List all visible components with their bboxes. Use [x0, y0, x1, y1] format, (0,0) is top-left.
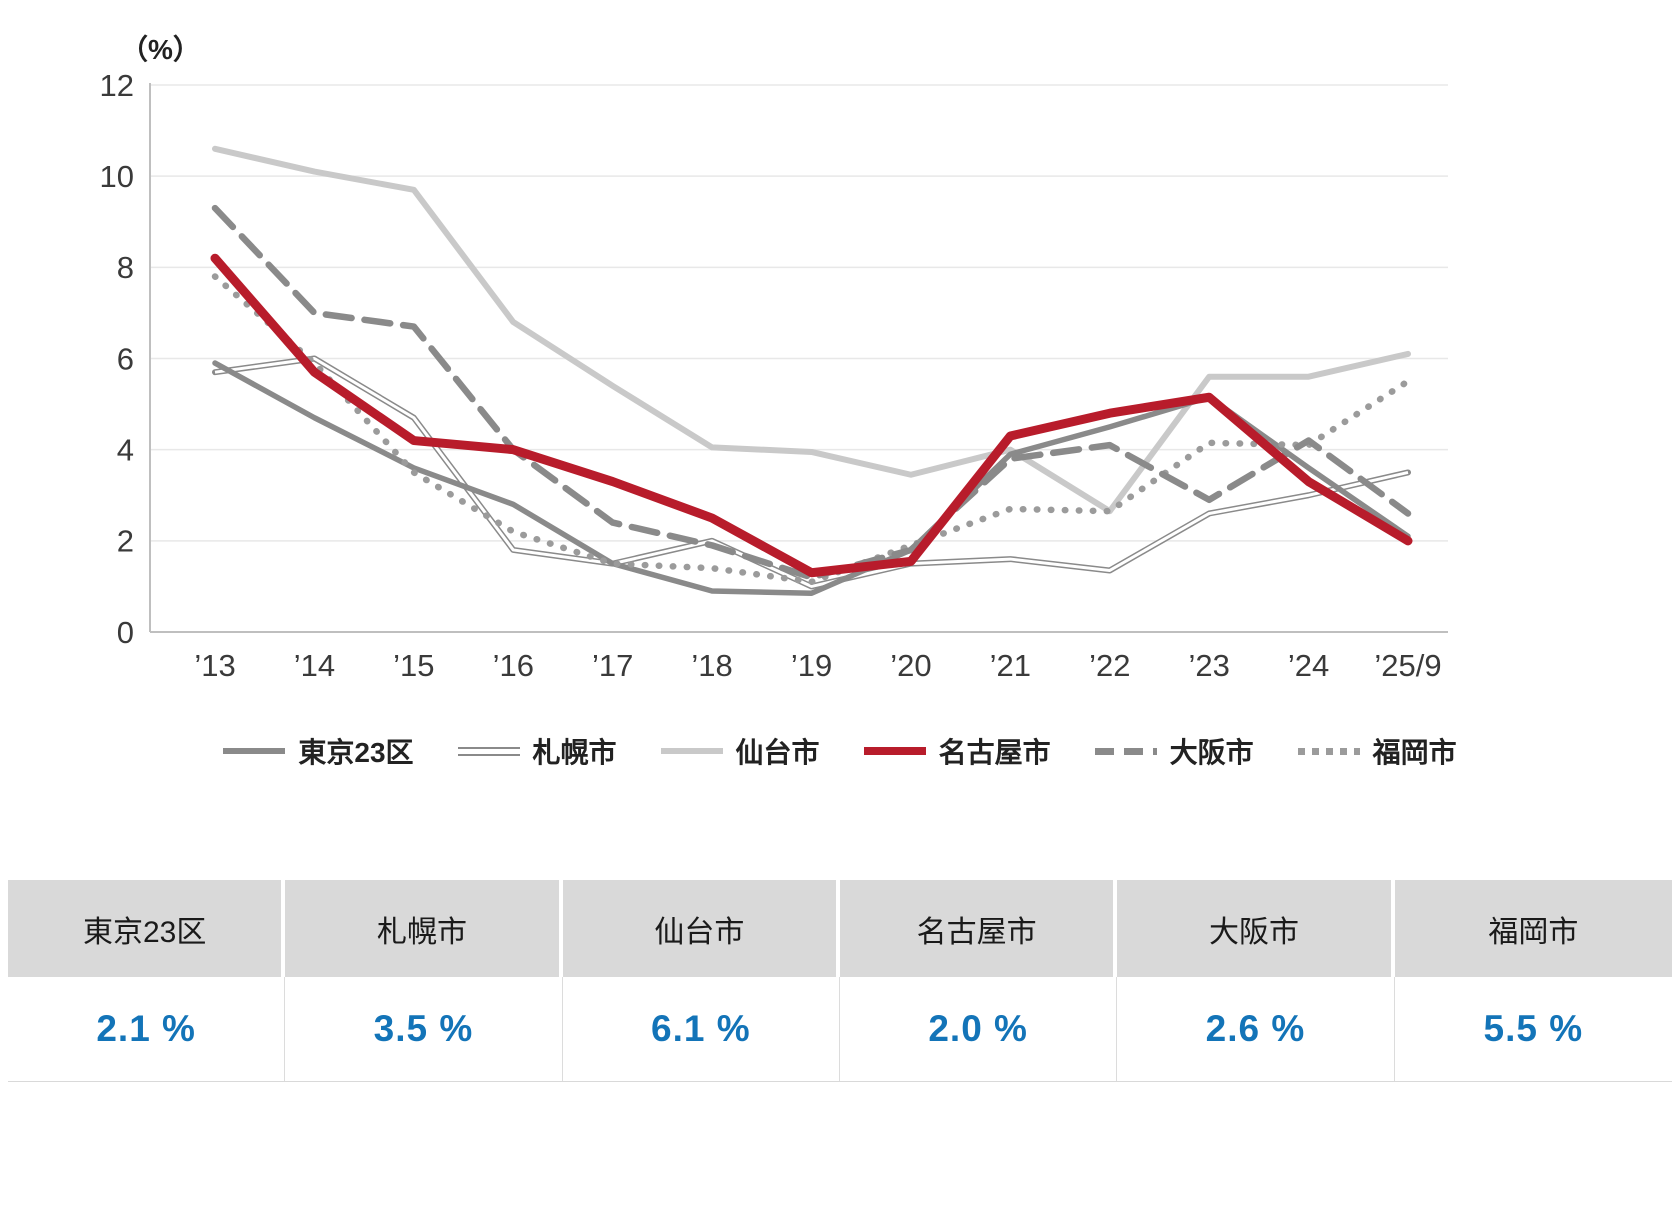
x-tick-label-10: ’23 — [1188, 648, 1229, 683]
chart-legend: 東京23区 札幌市 仙台市 名古屋市 大阪市 福岡市 — [0, 718, 1680, 784]
x-tick-label-3: ’16 — [493, 648, 534, 683]
y-tick-label-2: 2 — [117, 524, 134, 559]
legend-label-fukuoka: 福岡市 — [1372, 737, 1457, 768]
table-value-osaka: 2.6 % — [1117, 977, 1395, 1081]
y-axis-unit-label: （%） — [120, 34, 201, 65]
vacancy-rate-line-chart: 0 2 4 6 8 10 12 ’13 ’14 ’15 ’16 ’17 ’18 ’19 ’20 ’21 ’22 ’… — [100, 68, 1448, 683]
legend-item-fukuoka: 福岡市 — [1297, 731, 1457, 771]
table-header-sendai: 仙台市 — [562, 880, 840, 977]
legend-line-sample-osaka — [1094, 747, 1157, 755]
y-tick-label-6: 6 — [117, 341, 134, 376]
x-tick-label-2: ’15 — [393, 648, 434, 683]
x-tick-label-6: ’19 — [791, 648, 832, 683]
chart-line-nagoya — [210, 253, 1413, 578]
chart-line-sapporo-inner — [214, 357, 1409, 588]
y-tick-label-8: 8 — [117, 250, 134, 285]
table-header-row: 東京23区 札幌市 仙台市 名古屋市 大阪市 福岡市 — [8, 880, 1672, 977]
x-tick-label-8: ’21 — [990, 648, 1031, 683]
x-tick-label-0: ’13 — [194, 648, 235, 683]
x-tick-label-9: ’22 — [1089, 648, 1130, 683]
legend-label-tokyo23: 東京23区 — [298, 737, 414, 768]
chart-line-fukuoka — [211, 273, 1412, 586]
table-value-nagoya: 2.0 % — [840, 977, 1118, 1081]
table-header-tokyo23: 東京23区 — [8, 880, 286, 977]
chart-line-tokyo23 — [212, 360, 1411, 597]
x-tick-label-1: ’14 — [294, 648, 335, 683]
legend-item-nagoya: 名古屋市 — [863, 731, 1051, 771]
x-tick-label-12: ’25/9 — [1374, 648, 1441, 683]
x-tick-label-11: ’24 — [1288, 648, 1329, 683]
table-value-sapporo: 3.5 % — [285, 977, 563, 1081]
legend-item-sendai: 仙台市 — [660, 731, 820, 771]
table-header-fukuoka: 福岡市 — [1394, 880, 1672, 977]
legend-line-sample-fukuoka — [1297, 747, 1360, 755]
table-header-sapporo: 札幌市 — [285, 880, 563, 977]
legend-line-sample-nagoya — [863, 746, 926, 756]
legend-item-tokyo23: 東京23区 — [223, 731, 414, 771]
vacancy-rate-chart-area: （%） 0 2 4 6 8 10 12 ’13 ’14 ’15 ’16 ’17 ’18 ’19 ’20 ’21… — [100, 34, 1448, 683]
legend-label-osaka: 大阪市 — [1169, 737, 1254, 768]
y-tick-label-12: 12 — [100, 68, 134, 103]
table-value-fukuoka: 5.5 % — [1394, 977, 1672, 1081]
legend-line-sample-tokyo23 — [223, 748, 286, 754]
table-value-sendai: 6.1 % — [562, 977, 840, 1081]
table-value-tokyo23: 2.1 % — [8, 977, 286, 1081]
chart-line-osaka — [211, 204, 1412, 581]
x-tick-label-4: ’17 — [592, 648, 633, 683]
legend-label-sendai: 仙台市 — [735, 737, 820, 768]
legend-item-sapporo: 札幌市 — [457, 731, 617, 771]
y-tick-label-0: 0 — [117, 615, 134, 650]
legend-item-osaka: 大阪市 — [1094, 731, 1254, 771]
legend-line-sample-sendai — [660, 748, 723, 754]
y-tick-label-4: 4 — [117, 433, 134, 468]
legend-line-sample-sapporo — [457, 746, 520, 756]
x-tick-label-7: ’20 — [890, 648, 931, 683]
legend-label-sapporo: 札幌市 — [532, 737, 617, 768]
table-header-nagoya: 名古屋市 — [840, 880, 1118, 977]
table-value-row: 2.1 % 3.5 % 6.1 % 2.0 % 2.6 % 5.5 % — [8, 977, 1672, 1082]
y-tick-label-10: 10 — [100, 159, 134, 194]
current-values-table: 東京23区 札幌市 仙台市 名古屋市 大阪市 福岡市 2.1 % 3.5 % 6… — [8, 880, 1672, 1082]
chart-line-sapporo — [212, 355, 1411, 590]
x-tick-label-5: ’18 — [691, 648, 732, 683]
chart-line-sendai — [212, 145, 1411, 515]
table-header-osaka: 大阪市 — [1117, 880, 1395, 977]
legend-label-nagoya: 名古屋市 — [938, 737, 1051, 768]
